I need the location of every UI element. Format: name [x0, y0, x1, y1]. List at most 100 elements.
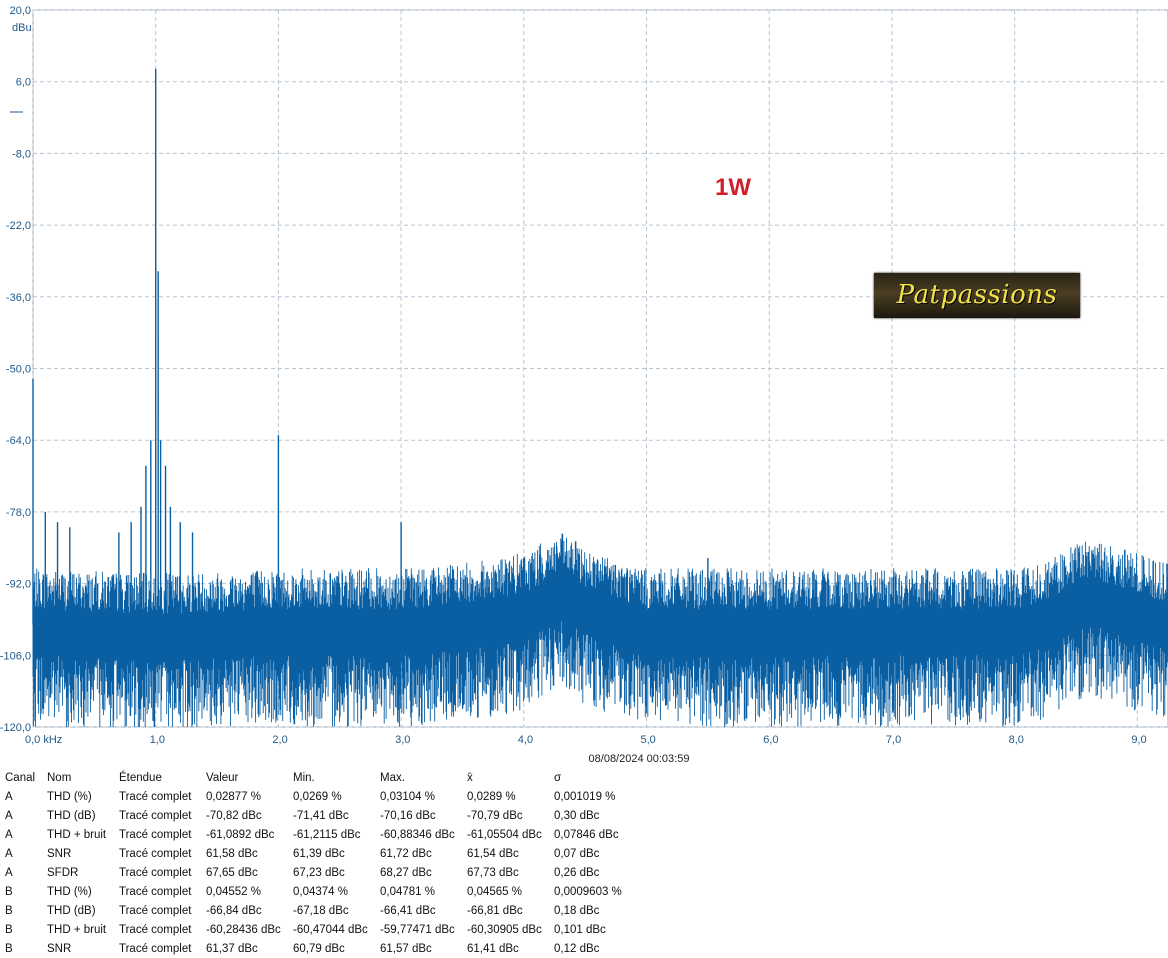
table-cell: -67,18 dBc — [293, 904, 349, 917]
table-cell: 68,27 dBc — [380, 866, 432, 879]
table-cell: 0,001019 % — [554, 790, 616, 803]
table-cell: 0,101 dBc — [554, 923, 606, 936]
table-row: B THD (dB) Tracé complet -66,84 dBc -67,18 d… — [5, 901, 632, 920]
table-cell: 0,07 dBc — [554, 847, 600, 860]
table-cell: 61,41 dBc — [467, 942, 519, 955]
y-tick-label: -106,0 — [0, 650, 31, 662]
table-cell: A — [5, 828, 13, 841]
table-cell: Tracé complet — [119, 923, 192, 936]
table-cell: -60,47044 dBc — [293, 923, 368, 936]
x-tick-label: 0,0 kHz — [25, 734, 62, 746]
table-cell: 0,04552 % — [206, 885, 261, 898]
x-tick-label: 3,0 — [395, 734, 410, 746]
table-row: A SNR Tracé complet 61,58 dBc 61,39 dBc 61,72… — [5, 844, 632, 863]
table-cell: Tracé complet — [119, 847, 192, 860]
measurement-table: Canal Nom Étendue Valeur Min. Max. x̄ σ A THD (%… — [5, 768, 632, 958]
patpassions-logo: Patpassions — [874, 273, 1080, 318]
table-cell: THD (%) — [47, 885, 92, 898]
y-tick-label: -22,0 — [6, 220, 31, 232]
table-row: A THD (%) Tracé complet 0,02877 % 0,0269 % 0,… — [5, 787, 632, 806]
header-cell: Étendue — [119, 771, 162, 784]
table-cell: 0,04781 % — [380, 885, 435, 898]
table-header-row: Canal Nom Étendue Valeur Min. Max. x̄ σ — [5, 768, 632, 787]
x-tick-label: 2,0 — [272, 734, 287, 746]
table-cell: -59,77471 dBc — [380, 923, 455, 936]
table-row: B SNR Tracé complet 61,37 dBc 60,79 dBc 61,57… — [5, 939, 632, 958]
y-tick-label: -78,0 — [6, 507, 31, 519]
header-cell: Nom — [47, 771, 72, 784]
header-cell: Valeur — [206, 771, 239, 784]
table-cell: -70,16 dBc — [380, 809, 436, 822]
table-cell: 60,79 dBc — [293, 942, 345, 955]
table-cell: THD + bruit — [47, 828, 107, 841]
table-cell: 61,37 dBc — [206, 942, 258, 955]
table-cell: THD (dB) — [47, 904, 96, 917]
table-cell: 0,12 dBc — [554, 942, 600, 955]
x-tick-label: 7,0 — [886, 734, 901, 746]
table-row: B THD + bruit Tracé complet -60,28436 dBc -6… — [5, 920, 632, 939]
spectrum-chart: 20,0 6,0 -8,0 -22,0 -36,0 -50,0 -64,0 -78,0 -92,… — [0, 5, 1168, 765]
table-cell: A — [5, 866, 13, 879]
table-cell: 0,0289 % — [467, 790, 516, 803]
table-cell: Tracé complet — [119, 885, 192, 898]
y-axis-ticks: 20,0 6,0 -8,0 -22,0 -36,0 -50,0 -64,0 -78,0 -92,… — [0, 5, 31, 734]
table-cell: 61,57 dBc — [380, 942, 432, 955]
table-cell: A — [5, 790, 13, 803]
table-cell: 0,02877 % — [206, 790, 261, 803]
table-cell: Tracé complet — [119, 790, 192, 803]
table-cell: Tracé complet — [119, 809, 192, 822]
x-tick-label: 6,0 — [763, 734, 778, 746]
table-cell: B — [5, 923, 13, 936]
table-cell: B — [5, 904, 13, 917]
table-cell: -66,41 dBc — [380, 904, 436, 917]
table-cell: 0,0269 % — [293, 790, 342, 803]
y-tick-label: -120,0 — [0, 722, 31, 734]
table-cell: 61,39 dBc — [293, 847, 345, 860]
table-cell: SNR — [47, 847, 72, 860]
y-tick-label: -8,0 — [12, 148, 31, 160]
table-cell: 0,07846 dBc — [554, 828, 619, 841]
header-cell: Min. — [293, 771, 315, 784]
table-cell: -61,05504 dBc — [467, 828, 542, 841]
table-cell: Tracé complet — [119, 866, 192, 879]
annotation-1w: 1W — [715, 174, 751, 201]
table-cell: THD (%) — [47, 790, 92, 803]
table-cell: 0,04565 % — [467, 885, 522, 898]
table-cell: -60,28436 dBc — [206, 923, 281, 936]
table-cell: SFDR — [47, 866, 79, 879]
table-cell: Tracé complet — [119, 942, 192, 955]
noise-trace — [32, 533, 1168, 727]
table-cell: -66,84 dBc — [206, 904, 262, 917]
x-tick-label: 9,0 — [1131, 734, 1146, 746]
table-cell: -61,0892 dBc — [206, 828, 275, 841]
table-cell: -70,79 dBc — [467, 809, 523, 822]
table-cell: -66,81 dBc — [467, 904, 523, 917]
table-cell: -71,41 dBc — [293, 809, 349, 822]
table-cell: 0,30 dBc — [554, 809, 600, 822]
x-tick-label: 8,0 — [1009, 734, 1024, 746]
table-cell: Tracé complet — [119, 904, 192, 917]
table-cell: 0,18 dBc — [554, 904, 600, 917]
table-cell: THD (dB) — [47, 809, 96, 822]
table-cell: B — [5, 942, 13, 955]
table-cell: 0,0009603 % — [554, 885, 622, 898]
logo-text: Patpassions — [896, 280, 1058, 310]
spectrum-trace — [32, 68, 1168, 727]
table-cell: 67,23 dBc — [293, 866, 345, 879]
header-cell: x̄ — [467, 771, 473, 784]
table-cell: SNR — [47, 942, 72, 955]
table-cell: 67,65 dBc — [206, 866, 258, 879]
x-tick-label: 1,0 — [150, 734, 165, 746]
table-cell: THD + bruit — [47, 923, 107, 936]
table-cell: -61,2115 dBc — [293, 828, 361, 841]
header-cell: Max. — [380, 771, 405, 784]
header-cell: σ — [554, 771, 562, 784]
table-cell: 0,26 dBc — [554, 866, 600, 879]
y-tick-label: 6,0 — [16, 77, 31, 89]
table-cell: 0,04374 % — [293, 885, 348, 898]
x-tick-label: 5,0 — [641, 734, 656, 746]
table-cell: 61,58 dBc — [206, 847, 258, 860]
table-row: A THD + bruit Tracé complet -61,0892 dBc -61… — [5, 825, 632, 844]
table-cell: -60,88346 dBc — [380, 828, 455, 841]
table-row: B THD (%) Tracé complet 0,04552 % 0,04374 % 0… — [5, 882, 632, 901]
